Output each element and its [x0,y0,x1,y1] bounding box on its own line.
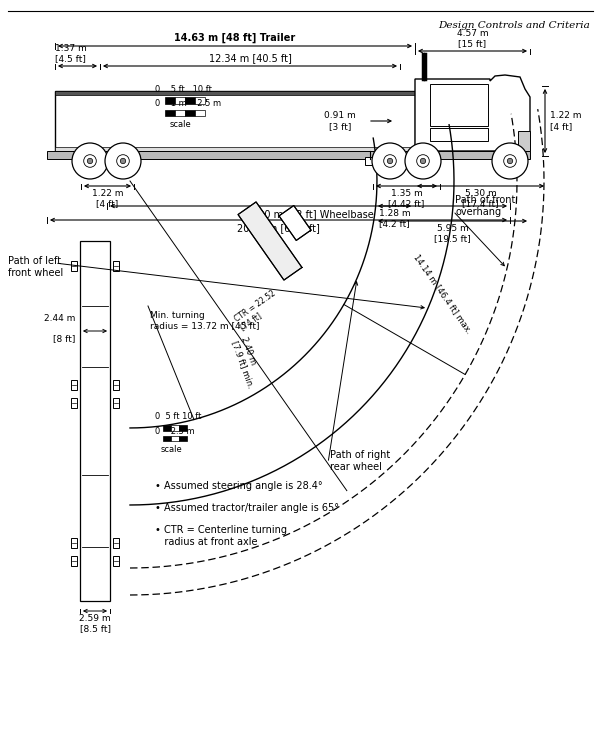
Bar [171,425,179,431]
Bar [71,556,77,566]
Text: 1.22 m
[4 ft]: 1.22 m [4 ft] [92,189,123,208]
Text: 0    1 m    2.5 m: 0 1 m 2.5 m [155,99,221,108]
Text: 0  5 ft 10 ft: 0 5 ft 10 ft [155,412,201,421]
Polygon shape [238,202,302,280]
Text: Design Controls and Criteria: Design Controls and Criteria [438,21,590,30]
Polygon shape [279,205,311,240]
Bar [113,556,119,566]
Bar [80,241,110,601]
Circle shape [72,143,108,179]
Bar [71,380,77,390]
Circle shape [405,143,441,179]
Bar [185,110,195,116]
Circle shape [87,159,93,164]
Bar [71,398,77,408]
Text: • Assumed tractor/trailer angle is 65°: • Assumed tractor/trailer angle is 65° [155,503,339,513]
Text: • Assumed steering angle is 28.4°: • Assumed steering angle is 28.4° [155,481,323,491]
Circle shape [105,143,141,179]
Text: 12.34 m [40.5 ft]: 12.34 m [40.5 ft] [209,53,291,63]
Bar [113,538,119,548]
Text: Path of right
rear wheel: Path of right rear wheel [330,450,390,471]
Text: 1.35 m
[4.42 ft]: 1.35 m [4.42 ft] [388,189,425,208]
Bar [165,97,175,104]
Circle shape [420,159,426,164]
Bar [171,436,179,441]
Text: 2.40 m
[7.9 ft] min.: 2.40 m [7.9 ft] min. [230,336,264,389]
Text: Path of left
front wheel: Path of left front wheel [8,256,63,278]
Text: 1.28 m
[4.2 ft]: 1.28 m [4.2 ft] [379,209,410,228]
Text: 5.95 m
[19.5 ft]: 5.95 m [19.5 ft] [434,224,471,243]
Bar [71,261,77,271]
Bar [55,91,415,151]
Bar [113,380,119,390]
Bar [518,131,530,151]
Text: 0.91 m
[3 ft]: 0.91 m [3 ft] [324,111,356,131]
Text: 0    5 ft   10 ft: 0 5 ft 10 ft [155,85,212,94]
Text: • CTR = Centerline turning
   radius at front axle: • CTR = Centerline turning radius at fro… [155,525,287,547]
Bar [365,157,375,165]
Bar [195,110,205,116]
Text: 2.44 m: 2.44 m [44,314,75,323]
Bar [71,538,77,548]
Text: 1.37 m
[4.5 ft]: 1.37 m [4.5 ft] [55,44,87,63]
Circle shape [120,159,126,164]
Bar [430,84,488,126]
Text: [8 ft]: [8 ft] [53,334,75,343]
Polygon shape [415,75,530,151]
Bar [430,128,488,141]
Bar [179,425,187,431]
Text: 18.90 m [62 ft] Wheelbase: 18.90 m [62 ft] Wheelbase [243,209,374,219]
Text: scale: scale [160,445,182,454]
Bar [175,97,185,104]
Bar [113,398,119,408]
Text: 14.63 m [48 ft] Trailer: 14.63 m [48 ft] Trailer [174,33,296,43]
Text: Min. turning
radius = 13.72 m [45 ft]: Min. turning radius = 13.72 m [45 ft] [150,311,260,330]
Bar [113,261,119,271]
Bar [47,151,530,159]
Bar [179,436,187,441]
Circle shape [387,159,392,164]
Bar [163,425,171,431]
Circle shape [372,143,408,179]
Text: Path of front
overhang: Path of front overhang [455,195,516,217]
Text: 4.57 m
[15 ft]: 4.57 m [15 ft] [457,29,488,48]
Circle shape [507,159,513,164]
Bar [163,436,171,441]
Text: 14.14 m [46.4 ft] max.: 14.14 m [46.4 ft] max. [412,252,474,335]
Circle shape [492,143,528,179]
Bar [55,147,415,151]
Text: scale: scale [169,120,191,129]
Text: 0    2.5 m: 0 2.5 m [155,427,195,436]
Text: 20.88 m [68.5 ft]: 20.88 m [68.5 ft] [237,223,320,233]
Text: CTR = 22.52
[74 ft]: CTR = 22.52 [74 ft] [233,289,283,332]
Bar [55,91,415,95]
Bar [175,110,185,116]
Bar [195,97,205,104]
Text: 1.22 m
[4 ft]: 1.22 m [4 ft] [550,111,582,131]
Bar [185,97,195,104]
Text: 2.59 m
[8.5 ft]: 2.59 m [8.5 ft] [79,614,111,633]
Bar [82,241,108,601]
Text: 5.30 m
[17.4 ft]: 5.30 m [17.4 ft] [462,189,499,208]
Bar [165,110,175,116]
